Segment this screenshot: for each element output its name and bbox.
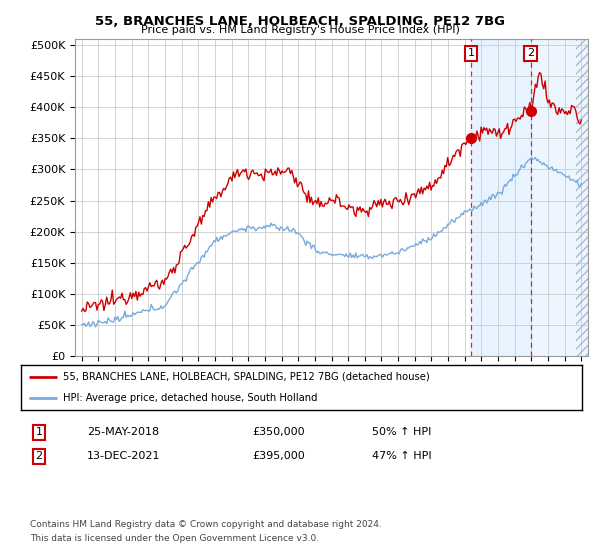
Text: 2: 2 [35,451,43,461]
Text: 55, BRANCHES LANE, HOLBEACH, SPALDING, PE12 7BG (detached house): 55, BRANCHES LANE, HOLBEACH, SPALDING, P… [63,372,430,382]
Text: 1: 1 [35,427,43,437]
Text: 2: 2 [527,48,534,58]
Text: 50% ↑ HPI: 50% ↑ HPI [372,427,431,437]
Bar [530,39,588,356]
Text: HPI: Average price, detached house, South Holland: HPI: Average price, detached house, Sout… [63,393,317,403]
Text: This data is licensed under the Open Government Licence v3.0.: This data is licensed under the Open Gov… [30,534,319,543]
Text: 25-MAY-2018: 25-MAY-2018 [87,427,159,437]
Text: Price paid vs. HM Land Registry's House Price Index (HPI): Price paid vs. HM Land Registry's House … [140,25,460,35]
Text: £395,000: £395,000 [252,451,305,461]
Text: 1: 1 [467,48,475,58]
Bar [471,39,530,356]
Text: 55, BRANCHES LANE, HOLBEACH, SPALDING, PE12 7BG: 55, BRANCHES LANE, HOLBEACH, SPALDING, P… [95,15,505,27]
Bar [577,39,588,356]
Bar [577,39,588,356]
Text: 47% ↑ HPI: 47% ↑ HPI [372,451,431,461]
Text: £350,000: £350,000 [252,427,305,437]
Text: 13-DEC-2021: 13-DEC-2021 [87,451,161,461]
Text: Contains HM Land Registry data © Crown copyright and database right 2024.: Contains HM Land Registry data © Crown c… [30,520,382,529]
